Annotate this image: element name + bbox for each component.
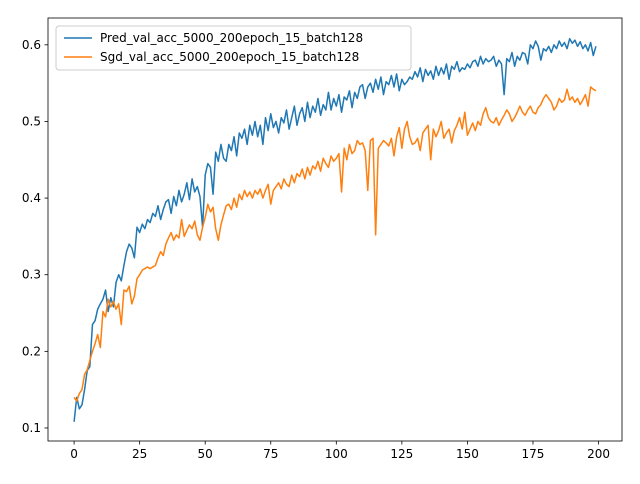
y-tick-label: 0.1	[22, 421, 41, 435]
x-tick-label: 150	[456, 447, 479, 461]
axes-frame	[47, 17, 623, 442]
legend-label: Pred_val_acc_5000_200epoch_15_batch128	[100, 31, 363, 45]
x-tick-label: 100	[325, 447, 348, 461]
legend-label: Sgd_val_acc_5000_200epoch_15_batch128	[100, 50, 359, 64]
x-tick-label: 0	[70, 447, 78, 461]
x-tick-label: 25	[132, 447, 147, 461]
y-tick-label: 0.6	[22, 38, 41, 52]
data-line	[73, 37, 597, 422]
data-line	[73, 86, 597, 402]
x-tick-label: 75	[263, 447, 278, 461]
x-tick-label: 175	[522, 447, 545, 461]
y-tick-label: 0.5	[22, 114, 41, 128]
x-tick-label: 50	[198, 447, 213, 461]
y-tick-label: 0.3	[22, 268, 41, 282]
y-tick-label: 0.4	[22, 191, 41, 205]
legend-box	[55, 25, 412, 71]
x-tick-label: 125	[390, 447, 413, 461]
x-tick-label: 200	[587, 447, 610, 461]
y-tick-label: 0.2	[22, 344, 41, 358]
